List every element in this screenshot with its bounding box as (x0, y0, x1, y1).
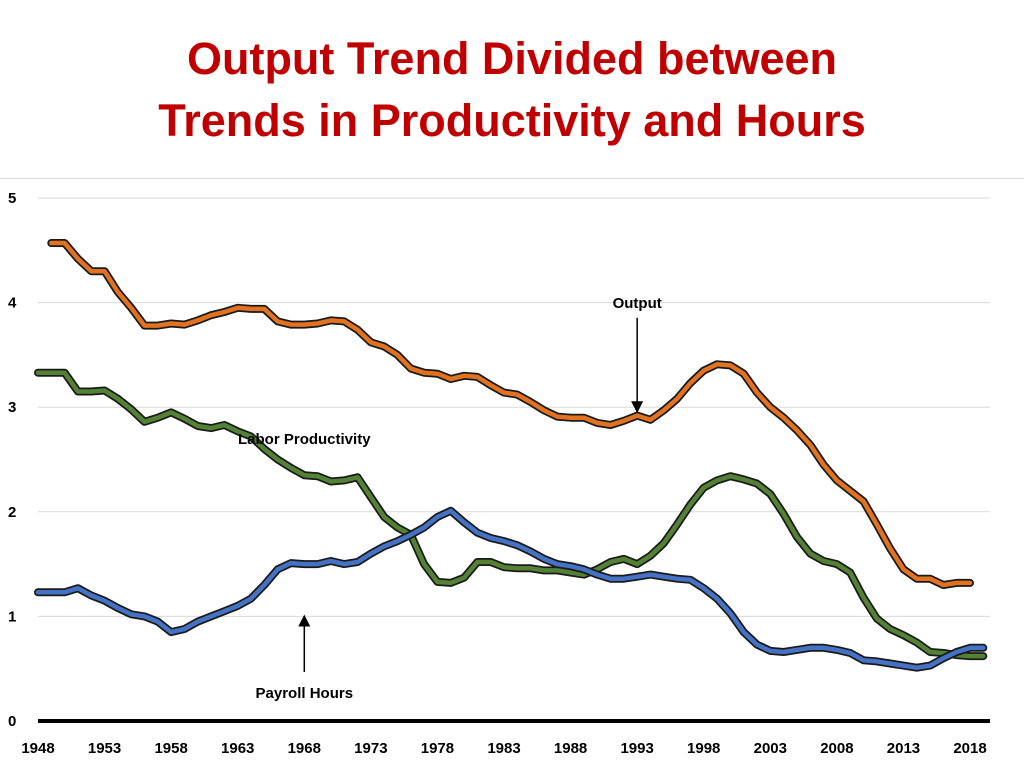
x-tick-label: 1983 (487, 740, 520, 757)
x-tick-label: 1988 (554, 740, 587, 757)
x-tick-label: 1993 (620, 740, 653, 757)
x-tick-label: 2013 (887, 740, 920, 757)
series-outline-output (47, 239, 974, 589)
y-tick-label: 2 (8, 504, 16, 521)
y-tick-label: 3 (8, 399, 16, 416)
x-tick-label: 2008 (820, 740, 853, 757)
y-tick-label: 0 (8, 713, 16, 730)
x-tick-label: 2003 (754, 740, 787, 757)
series-outline-payroll-hours (34, 506, 988, 672)
series-lines (34, 239, 988, 672)
x-tick-label: 1968 (288, 740, 321, 757)
x-tick-label: 1973 (354, 740, 387, 757)
x-tick-label: 1958 (154, 740, 187, 757)
y-tick-label: 5 (8, 190, 16, 207)
y-tick-label: 1 (8, 608, 16, 625)
x-tick-label: 1948 (21, 740, 54, 757)
axes: 0 1 2 3 4 5 1948 1953 1958 1963 1968 1973 1978 1983 19… (8, 190, 990, 757)
slide-title: Output Trend Divided between Trends in P… (0, 28, 1024, 152)
x-tick-label: 1963 (221, 740, 254, 757)
series-line-payroll-hours (35, 508, 986, 670)
annotation-label: Labor Productivity (238, 431, 371, 448)
annotation-label: Payroll Hours (256, 685, 354, 702)
annotation-label: Output (613, 295, 662, 312)
x-tick-label: 1998 (687, 740, 720, 757)
annotations: Output Labor Productivity Payroll Hours (238, 295, 662, 702)
y-tick-label: 4 (8, 295, 17, 312)
x-tick-label: 2018 (953, 740, 986, 757)
gridlines (38, 197, 990, 617)
chart-frame (0, 178, 1024, 769)
title-line-2: Trends in Productivity and Hours (158, 95, 866, 146)
series-line-labor-productivity (35, 370, 986, 659)
series-line-output (49, 240, 973, 588)
x-tick-label: 1978 (421, 740, 454, 757)
x-tick-label: 1953 (88, 740, 121, 757)
title-line-1: Output Trend Divided between (186, 33, 838, 84)
